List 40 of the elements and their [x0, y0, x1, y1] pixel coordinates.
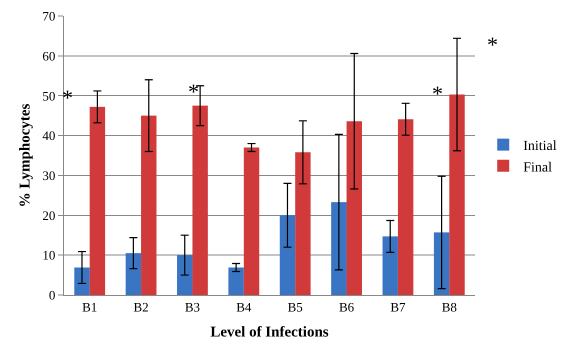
legend-label: Initial [523, 139, 557, 154]
bar [449, 94, 465, 295]
x-tick-label: B1 [82, 300, 98, 315]
bar [141, 116, 156, 295]
x-tick-label: B6 [338, 300, 355, 315]
x-tick-label: B4 [236, 300, 252, 315]
y-tick-label: 0 [48, 288, 56, 303]
bar [346, 121, 362, 295]
annotation: * [188, 79, 199, 104]
y-tick-label: 60 [42, 48, 56, 64]
bar [90, 106, 106, 295]
y-tick-label: 70 [42, 8, 56, 24]
y-tick-label: 10 [42, 248, 56, 263]
bar [126, 253, 142, 295]
x-tick-label: B2 [133, 300, 149, 315]
x-axis-title: Level of Infections [210, 324, 329, 341]
bar [192, 106, 208, 295]
bar [177, 255, 192, 295]
bar [74, 268, 90, 295]
bar [244, 148, 260, 295]
bar [280, 215, 296, 295]
bar [228, 268, 244, 295]
x-tick-label: B7 [390, 300, 406, 315]
bar [398, 119, 414, 295]
text: * [487, 32, 498, 57]
y-tick-label: 20 [42, 208, 56, 223]
x-tick-label: B5 [288, 300, 303, 315]
bar [434, 232, 450, 295]
y-axis-title: % Lymphocytes [18, 103, 34, 208]
x-tick-label: B3 [184, 300, 200, 315]
bar [331, 202, 347, 295]
annotation: * [62, 85, 73, 110]
bar [295, 152, 311, 295]
bar [382, 236, 398, 295]
y-tick-label: 30 [42, 168, 56, 183]
legend-label: Final [523, 160, 552, 176]
y-tick-label: 50 [42, 88, 56, 104]
x-tick-label: B8 [442, 300, 457, 315]
annotation: * [432, 81, 443, 106]
y-tick-label: 40 [42, 128, 56, 144]
